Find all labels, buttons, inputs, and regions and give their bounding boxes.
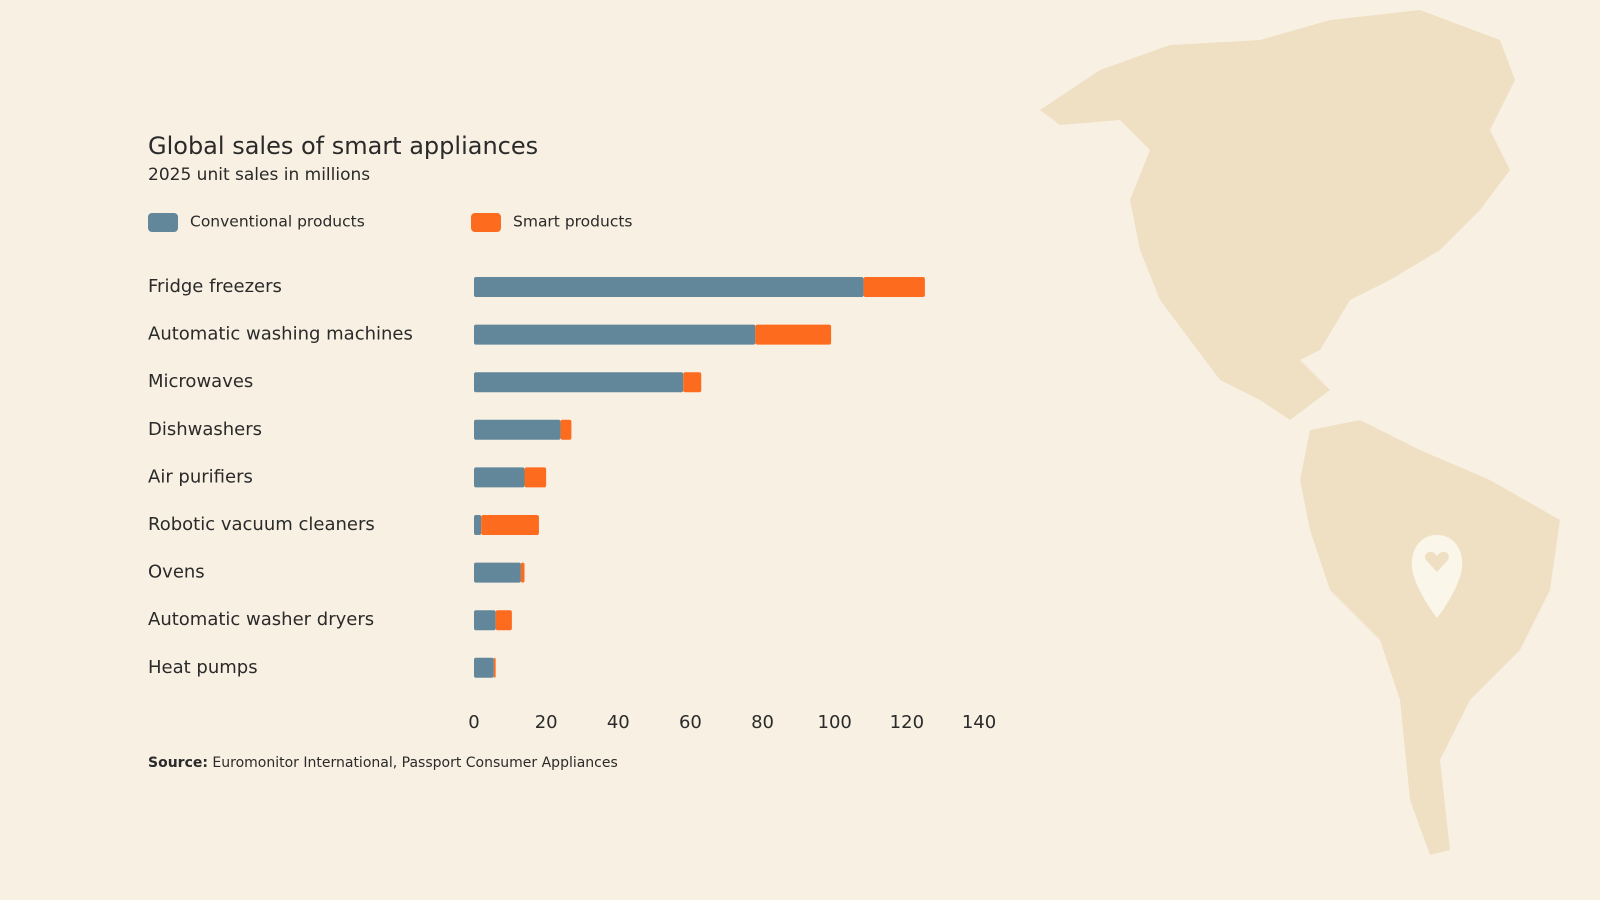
- bar-segment: [474, 610, 496, 631]
- category-label: Dishwashers: [148, 419, 262, 440]
- bar-segment: [474, 562, 521, 583]
- pin-heart: [1425, 551, 1449, 572]
- bar-segment: [474, 467, 525, 488]
- category-label: Fridge freezers: [148, 276, 282, 297]
- bar-segment: [863, 277, 925, 297]
- source: Source: Euromonitor International, Passp…: [148, 755, 618, 771]
- bar-segment: [474, 657, 494, 678]
- x-tick-label: 0: [468, 712, 479, 733]
- north-america: [1040, 10, 1515, 420]
- category-label: Ovens: [148, 562, 205, 583]
- x-tick-label: 120: [890, 712, 924, 733]
- x-tick-label: 60: [679, 712, 702, 733]
- legend-label: Smart products: [513, 213, 633, 231]
- chart-title: Global sales of smart appliances: [148, 132, 538, 160]
- bar-segment: [474, 372, 684, 393]
- bar-segment: [474, 277, 864, 297]
- south-america: [1300, 420, 1560, 855]
- bar-segment: [493, 657, 496, 678]
- bar-segment: [524, 467, 547, 488]
- legend-swatch: [471, 213, 501, 232]
- source-label: Source:: [148, 755, 208, 771]
- category-label: Robotic vacuum cleaners: [148, 514, 375, 535]
- bar-segment: [560, 419, 572, 440]
- legend-swatch: [148, 213, 178, 232]
- category-label: Heat pumps: [148, 657, 258, 678]
- bar-segment: [474, 515, 482, 535]
- bar-segment: [481, 515, 539, 535]
- bar-segment: [474, 324, 756, 345]
- x-tick-label: 100: [818, 712, 852, 733]
- map-pin: [1411, 535, 1463, 618]
- x-tick-label: 140: [962, 712, 996, 733]
- legend-label: Conventional products: [190, 213, 365, 231]
- map-decoration: [1040, 10, 1560, 855]
- category-label: Air purifiers: [148, 466, 253, 487]
- source-text: Euromonitor International, Passport Cons…: [212, 755, 617, 771]
- bar-segment: [755, 324, 832, 345]
- x-tick-label: 20: [535, 712, 558, 733]
- category-label: Automatic washing machines: [148, 324, 413, 345]
- bar-segment: [683, 372, 702, 393]
- chart-subtitle: 2025 unit sales in millions: [148, 165, 370, 185]
- bar-segment: [495, 610, 512, 631]
- category-label: Automatic washer dryers: [148, 609, 374, 630]
- x-tick-label: 80: [751, 712, 774, 733]
- category-label: Microwaves: [148, 371, 253, 392]
- bar-segment: [474, 419, 561, 440]
- bar-segment: [520, 562, 525, 583]
- x-tick-label: 40: [607, 712, 630, 733]
